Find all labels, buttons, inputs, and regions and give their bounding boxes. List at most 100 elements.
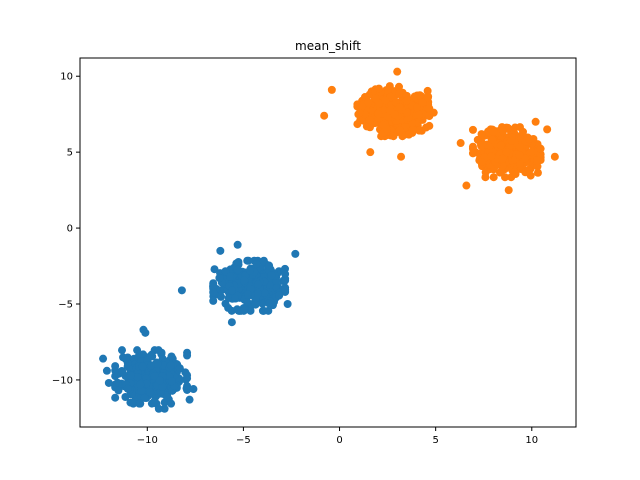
data-point xyxy=(379,121,388,130)
data-point xyxy=(136,380,145,389)
data-point xyxy=(415,126,424,135)
data-point xyxy=(167,377,176,386)
data-point xyxy=(510,167,519,176)
data-point xyxy=(146,361,155,370)
y-tick-label: 5 xyxy=(67,148,73,159)
data-point xyxy=(468,125,477,134)
data-point xyxy=(209,296,218,305)
data-point xyxy=(209,281,218,290)
data-point xyxy=(243,297,252,306)
y-axis: −10 −5 0 5 10 xyxy=(52,72,80,386)
plot-points xyxy=(99,67,559,413)
data-point xyxy=(210,265,219,274)
data-point xyxy=(320,111,329,120)
data-point xyxy=(395,89,404,98)
data-point xyxy=(146,388,155,397)
data-point xyxy=(111,362,120,371)
data-point xyxy=(456,139,465,148)
data-point xyxy=(133,346,142,355)
x-tick-label: 10 xyxy=(525,435,538,446)
data-point xyxy=(138,362,147,371)
data-point xyxy=(543,125,552,134)
data-point xyxy=(550,152,559,161)
data-point xyxy=(358,102,367,111)
data-point xyxy=(362,122,371,131)
data-point xyxy=(498,154,507,163)
data-point xyxy=(142,379,151,388)
data-point xyxy=(155,376,164,385)
data-point xyxy=(386,106,395,115)
y-tick-label: 10 xyxy=(60,72,73,83)
data-point xyxy=(136,399,145,408)
data-point xyxy=(260,288,269,297)
data-point xyxy=(468,149,477,158)
data-point xyxy=(281,276,290,285)
data-point xyxy=(183,382,192,391)
data-point xyxy=(519,127,527,136)
data-point xyxy=(137,386,146,395)
data-point xyxy=(183,351,192,360)
data-point xyxy=(498,162,507,171)
data-point xyxy=(395,82,403,91)
data-point xyxy=(113,378,122,387)
x-tick-label: −10 xyxy=(137,435,158,446)
data-point xyxy=(148,352,157,361)
data-point xyxy=(496,141,505,150)
data-point xyxy=(507,136,516,145)
data-point xyxy=(395,126,404,135)
data-point xyxy=(252,259,261,268)
data-point xyxy=(167,399,176,408)
data-point xyxy=(150,371,159,380)
data-point xyxy=(487,152,496,161)
data-point xyxy=(129,399,138,408)
x-tick-label: 5 xyxy=(432,435,438,446)
data-point xyxy=(477,130,486,139)
data-point xyxy=(374,109,383,118)
data-point xyxy=(150,397,159,406)
data-point xyxy=(253,289,262,298)
data-point xyxy=(104,378,113,387)
data-point xyxy=(133,373,142,382)
data-point xyxy=(167,352,176,361)
data-point xyxy=(99,354,108,363)
data-point xyxy=(533,162,542,171)
data-point xyxy=(281,270,290,279)
data-point xyxy=(422,123,431,132)
data-point xyxy=(224,303,233,312)
data-point xyxy=(489,173,498,182)
data-point xyxy=(267,271,276,280)
data-point xyxy=(423,93,432,102)
data-point xyxy=(504,186,513,195)
data-point xyxy=(215,273,224,282)
data-point xyxy=(217,292,226,301)
x-tick-label: 0 xyxy=(336,435,342,446)
data-point xyxy=(473,135,482,144)
data-point xyxy=(233,240,242,249)
data-point xyxy=(160,404,169,413)
data-point xyxy=(477,158,486,167)
data-point xyxy=(181,375,190,384)
data-point xyxy=(468,142,477,151)
data-point xyxy=(175,364,184,373)
data-point xyxy=(239,306,248,315)
data-point xyxy=(365,116,374,125)
data-point xyxy=(244,290,252,299)
data-point xyxy=(141,328,150,337)
y-tick-label: 0 xyxy=(67,224,73,235)
data-point xyxy=(254,280,263,289)
data-point xyxy=(181,368,190,377)
data-point xyxy=(246,306,255,315)
data-point xyxy=(462,181,471,190)
data-point xyxy=(111,393,120,402)
data-point xyxy=(102,366,111,375)
data-point xyxy=(393,67,402,76)
data-point xyxy=(489,128,498,137)
data-point xyxy=(153,359,162,368)
data-point xyxy=(264,306,273,315)
data-point xyxy=(123,384,132,393)
data-point xyxy=(327,85,336,94)
data-point xyxy=(251,300,260,309)
data-point xyxy=(527,147,536,156)
data-point xyxy=(515,151,524,160)
